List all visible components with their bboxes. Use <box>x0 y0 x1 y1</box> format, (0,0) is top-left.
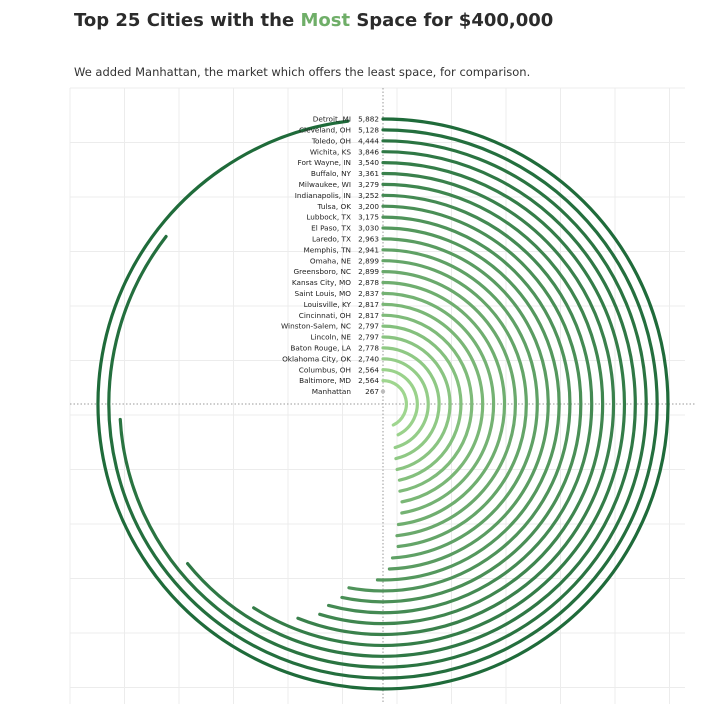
arc-milwaukee-wi <box>318 182 605 626</box>
city-label: Wichita, KS <box>310 147 352 156</box>
arc-omaha-ne <box>381 259 528 549</box>
value-label: 2,963 <box>358 235 379 244</box>
value-label: 3,361 <box>358 169 379 178</box>
arc-lubbock-tx <box>347 215 572 593</box>
title-suffix: Space for $400,000 <box>350 10 554 31</box>
arc-cincinnati-oh <box>381 313 474 493</box>
value-label: 3,279 <box>358 180 379 189</box>
arc-lincoln-ne <box>381 335 452 472</box>
arc-detroit-mi <box>96 117 670 691</box>
arc-greensboro-nc <box>381 270 517 538</box>
value-label: 3,030 <box>358 224 379 233</box>
city-label: Cincinnati, OH <box>299 311 351 320</box>
arc-indianapolis-in <box>326 193 594 615</box>
city-label: Kansas City, MO <box>292 278 351 287</box>
chart-subtitle: We added Manhattan, the market which off… <box>74 65 531 79</box>
value-label: 5,882 <box>358 115 379 124</box>
value-label: 4,444 <box>358 136 379 145</box>
arc-baton-rouge-la <box>381 346 441 461</box>
arc-oklahoma-city-ok <box>381 357 430 450</box>
arc-laredo-tx <box>381 237 550 571</box>
value-label: 2,837 <box>358 289 379 298</box>
arc-winston-salem-nc <box>381 324 463 482</box>
value-label: 2,817 <box>358 300 379 309</box>
city-label: Manhattan <box>312 387 351 396</box>
arc-fort-wayne-in <box>252 161 626 647</box>
value-label: 2,899 <box>358 267 379 276</box>
city-label: Lubbock, TX <box>306 213 351 222</box>
value-label: 2,564 <box>358 376 379 385</box>
value-label: 3,846 <box>358 147 379 156</box>
arc-louisville-ky <box>381 302 485 504</box>
chart-labels: Detroit, MI 5,882 Cleveland, OH 5,128 Toledo… <box>281 115 379 397</box>
city-label: Louisville, KY <box>304 300 352 309</box>
city-label: Milwaukee, WI <box>299 180 351 189</box>
value-label: 2,797 <box>358 322 379 331</box>
city-label: Greensboro, NC <box>294 267 352 276</box>
value-label: 2,878 <box>358 278 379 287</box>
city-label: Detroit, MI <box>313 115 351 124</box>
arc-columbus-oh <box>381 368 419 437</box>
city-label: Saint Louis, MO <box>295 289 352 298</box>
value-label: 2,740 <box>358 354 379 363</box>
value-label: 5,128 <box>358 126 379 135</box>
title-highlight: Most <box>300 10 351 31</box>
value-label: 3,540 <box>358 158 379 167</box>
city-label: Oklahoma City, OK <box>282 354 351 363</box>
arc-saint-louis-mo <box>381 291 496 515</box>
value-label: 3,175 <box>358 213 379 222</box>
value-label: 2,899 <box>358 256 379 265</box>
city-label: Cleveland, OH <box>299 126 351 135</box>
value-label: 2,817 <box>358 311 379 320</box>
value-label: 2,564 <box>358 365 379 374</box>
arc-kansas-city-mo <box>381 280 507 527</box>
chart-arcs <box>96 117 670 691</box>
arc-memphis-tn <box>381 248 539 560</box>
value-label: 3,200 <box>358 202 379 211</box>
city-label: Indianapolis, IN <box>295 191 351 200</box>
value-label: 2,778 <box>358 344 379 353</box>
city-label: Memphis, TN <box>303 245 351 254</box>
city-label: Lincoln, NE <box>310 333 351 342</box>
city-label: Toledo, OH <box>311 136 351 145</box>
city-label: Buffalo, NY <box>311 169 352 178</box>
value-label: 3,252 <box>358 191 379 200</box>
arc-baltimore-md <box>381 379 408 427</box>
arc-manhattan <box>380 389 386 394</box>
city-label: Fort Wayne, IN <box>298 158 351 167</box>
city-label: Columbus, OH <box>299 365 351 374</box>
arc-toledo-oh <box>118 139 648 669</box>
chart-title: Top 25 Cities with the Most Space for $4… <box>74 10 553 31</box>
arc-el-paso-tx <box>375 226 561 582</box>
value-label: 2,797 <box>358 333 379 342</box>
city-label: Laredo, TX <box>312 235 351 244</box>
city-label: El Paso, TX <box>311 224 351 233</box>
title-prefix: Top 25 Cities with the <box>74 10 301 31</box>
city-label: Omaha, NE <box>310 256 352 265</box>
value-label: 2,941 <box>358 245 379 254</box>
arc-cleveland-oh <box>107 128 659 680</box>
city-label: Winston-Salem, NC <box>281 322 351 331</box>
city-label: Tulsa, OK <box>317 202 352 211</box>
arc-buffalo-ny <box>296 171 616 637</box>
city-label: Baton Rouge, LA <box>290 344 351 353</box>
value-label: 267 <box>365 387 379 396</box>
arc-tulsa-ok <box>340 204 583 604</box>
city-label: Baltimore, MD <box>299 376 351 385</box>
arc-wichita-ks <box>185 150 637 658</box>
